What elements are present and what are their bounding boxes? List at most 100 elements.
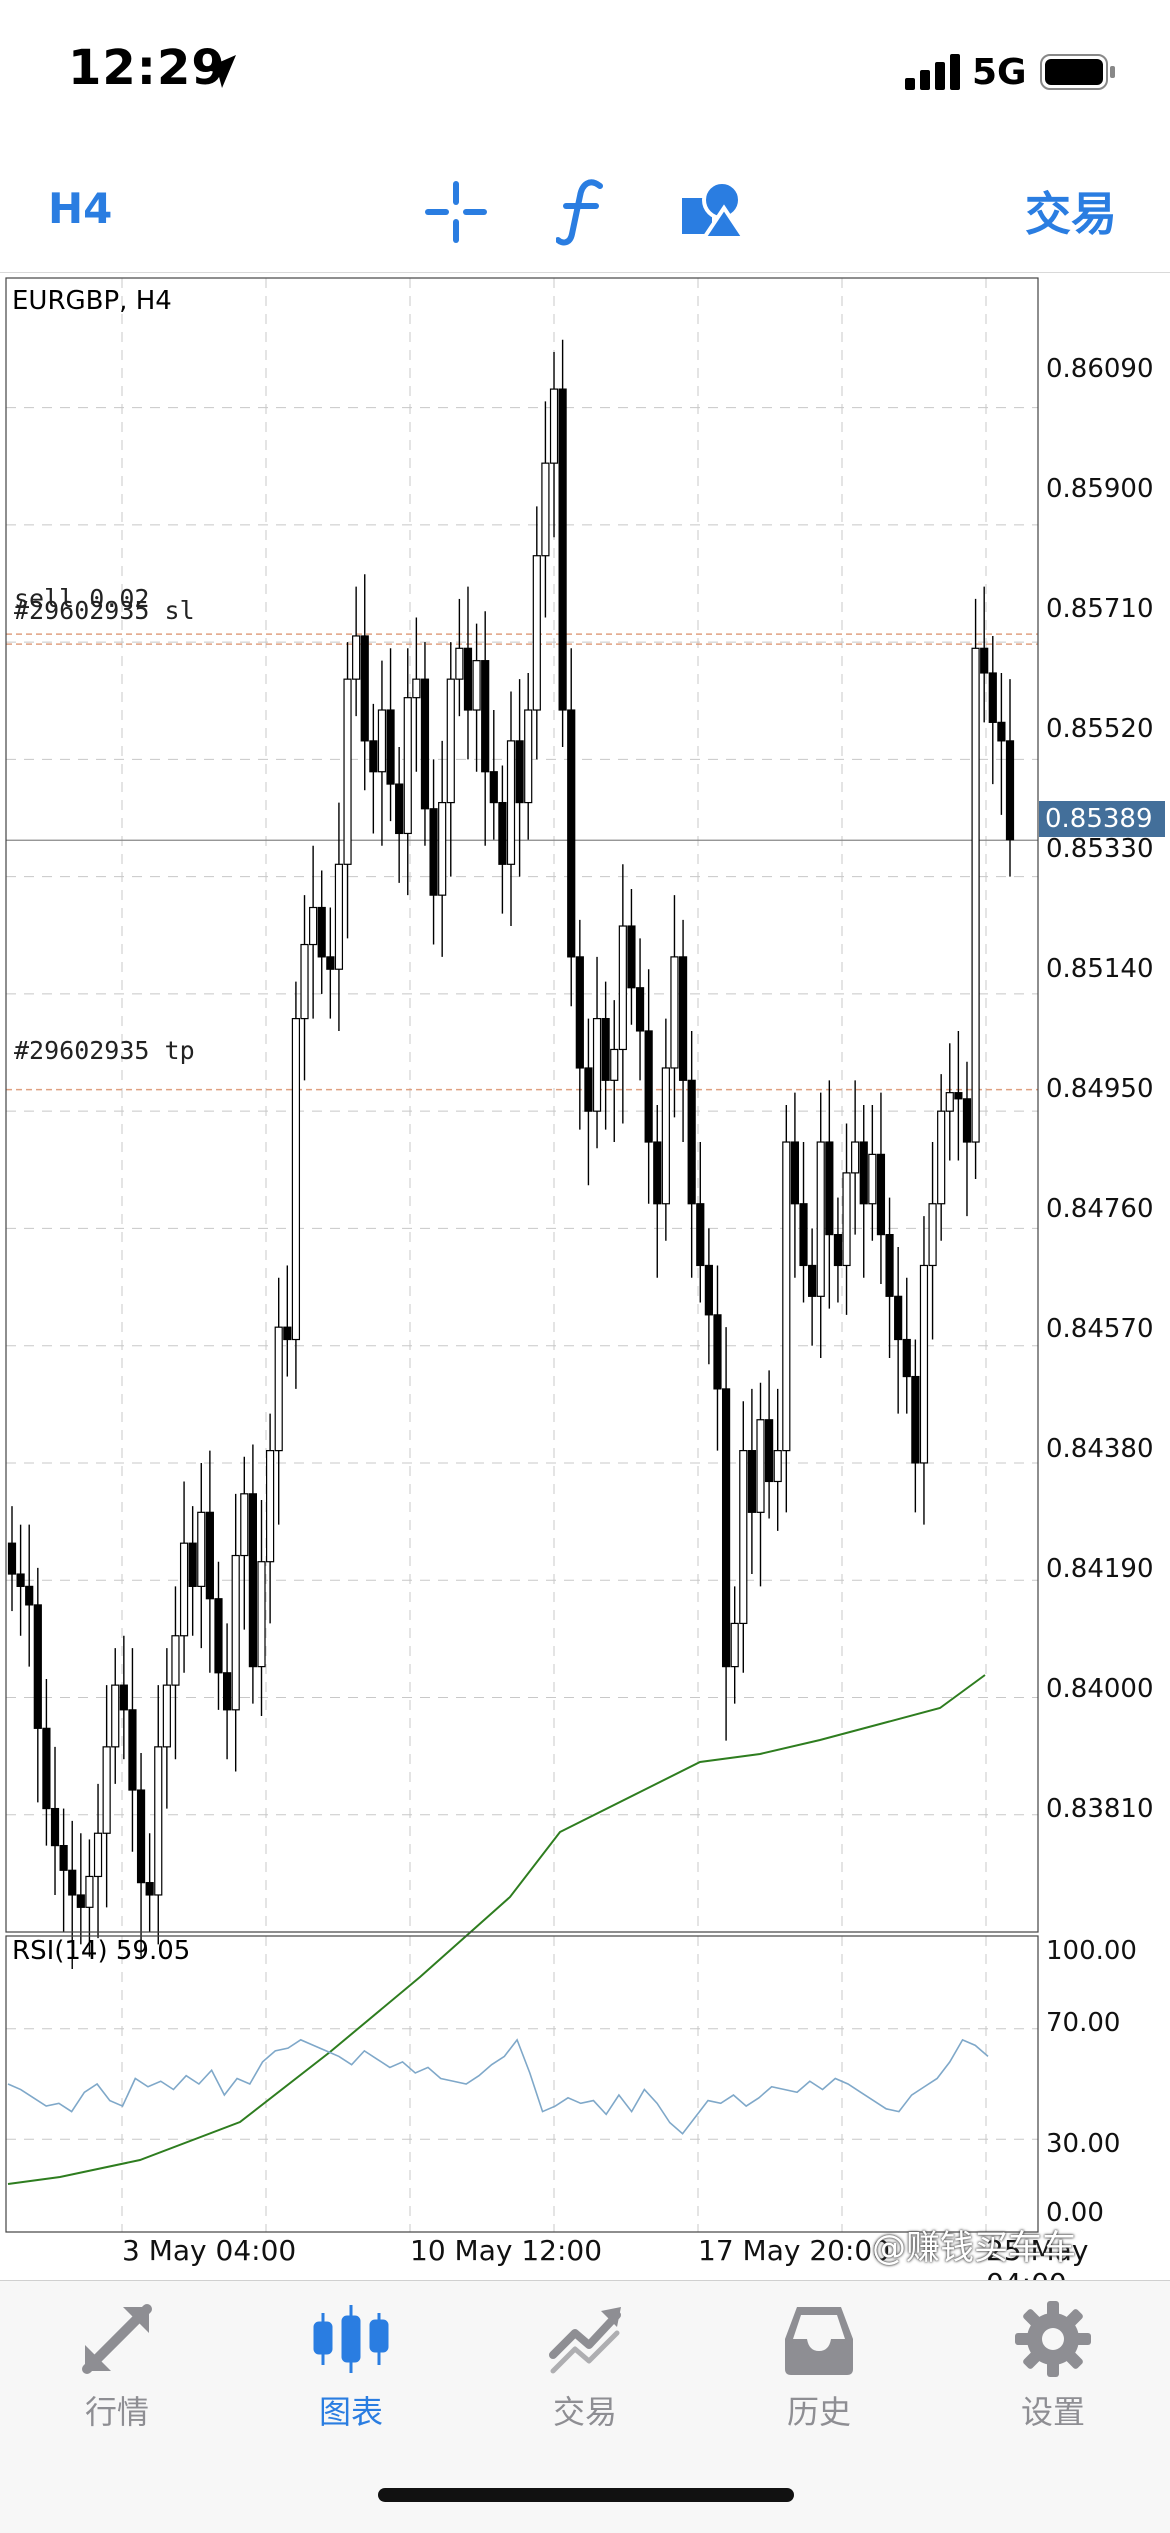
battery-icon [1040, 54, 1115, 90]
candle-body [558, 388, 567, 711]
candle-body [334, 863, 344, 970]
tab-label: 设置 [1020, 2393, 1085, 2431]
candle-body [266, 1450, 275, 1563]
candle-body [919, 1264, 929, 1464]
candle-body [111, 1684, 120, 1748]
candle-body [592, 1017, 602, 1112]
moving-average-line [7, 1674, 986, 2185]
candle-body [214, 1598, 223, 1674]
trade-icon [549, 2307, 621, 2374]
candle-body [257, 1561, 266, 1668]
candle-body [885, 1234, 894, 1297]
candle-body [343, 678, 352, 865]
objects-shapes-icon[interactable] [680, 176, 746, 242]
candle-body [412, 678, 421, 699]
indicators-function-icon[interactable] [556, 178, 606, 248]
history-icon [785, 2307, 853, 2375]
rsi-frame [5, 1935, 1039, 2233]
candle-body [317, 906, 326, 958]
candle-body [842, 1172, 851, 1267]
tab-history[interactable]: 历史 [702, 2281, 936, 2451]
candle-body [790, 1141, 800, 1205]
candle-body [59, 1844, 68, 1871]
candle-body [463, 647, 473, 711]
candle-body [446, 678, 455, 804]
candle-body [670, 956, 679, 1069]
candle-body [808, 1264, 817, 1297]
candle-body [739, 1450, 748, 1625]
candle-body [352, 635, 361, 680]
order-sell-label: sell 0.02 [14, 584, 150, 613]
current-price-badge: 0.85389 [1039, 801, 1165, 837]
quotes-icon [82, 2304, 152, 2374]
candle-body [386, 709, 395, 785]
rsi-tick: 30.00 [1046, 2129, 1121, 2159]
candle-body [687, 1079, 696, 1205]
candle-body [627, 925, 636, 989]
candle-body [894, 1295, 903, 1341]
candle-body [291, 1017, 301, 1341]
candle-body [136, 1789, 146, 1884]
status-time: 12:29 [68, 40, 226, 96]
candle-body [635, 987, 645, 1032]
cellular-signal-icon [905, 54, 960, 90]
candle-body [42, 1727, 51, 1810]
tab-trade[interactable]: 交易 [468, 2281, 702, 2451]
candle-body [231, 1554, 240, 1711]
candle-body [868, 1153, 877, 1205]
candle-body [222, 1672, 232, 1711]
trade-button[interactable]: 交易 [1025, 187, 1117, 241]
candle-body [610, 1048, 619, 1081]
candle-body [240, 1493, 249, 1557]
candle-body [532, 555, 541, 711]
candle-body [481, 660, 490, 773]
timeframe-button[interactable]: H4 [48, 184, 113, 233]
chart-area[interactable]: EURGBP, H4 sell 0.02 #29602935 sl #29602… [0, 272, 1170, 2300]
candle-body [859, 1141, 868, 1205]
candle-body [25, 1585, 34, 1606]
candle-body [937, 1110, 946, 1205]
candle-body [1005, 740, 1015, 841]
home-indicator [378, 2488, 794, 2502]
crosshair-icon[interactable] [424, 180, 488, 244]
order-stoploss-label: #29602935 sl [14, 596, 195, 625]
candle-body [283, 1326, 292, 1341]
candle-body [962, 1098, 972, 1143]
candle-body [50, 1807, 60, 1847]
candle-body [945, 1092, 954, 1112]
candle-body [524, 709, 533, 804]
candle-body [584, 1067, 593, 1112]
candle-body [618, 925, 627, 1051]
chart-toolbar: H4 交易 [0, 150, 1170, 273]
candle-body [549, 388, 559, 464]
price-chart[interactable] [0, 272, 1170, 2238]
symbol-timeframe-label: EURGBP, H4 [12, 286, 172, 316]
candle-body [644, 1030, 653, 1143]
candle-body [713, 1314, 722, 1390]
time-tick: 3 May 04:00 [122, 2234, 297, 2267]
candle-body [102, 1746, 111, 1834]
tab-label: 历史 [786, 2393, 851, 2431]
candle-body [773, 1450, 782, 1483]
candle-body [506, 740, 516, 865]
candle-body [997, 721, 1006, 742]
candle-body [678, 956, 688, 1081]
candle-body [93, 1832, 103, 1878]
gear-icon [1015, 2301, 1091, 2377]
price-tick: 0.84380 [1046, 1434, 1154, 1464]
chart-icon [313, 2305, 389, 2373]
candle-body [696, 1203, 705, 1267]
tab-quotes[interactable]: 行情 [0, 2281, 234, 2451]
rsi-line [7, 2038, 989, 2135]
candle-body [928, 1203, 937, 1267]
tab-chart[interactable]: 图表 [234, 2281, 468, 2451]
candle-body [248, 1493, 257, 1668]
candle-body [438, 801, 447, 896]
candle-body [188, 1542, 197, 1587]
candle-body [429, 808, 438, 896]
candle-body [472, 660, 481, 711]
candle-body [721, 1388, 731, 1668]
tab-settings[interactable]: 设置 [936, 2281, 1170, 2451]
candle-body [300, 943, 309, 1020]
candle-body [85, 1875, 94, 1908]
